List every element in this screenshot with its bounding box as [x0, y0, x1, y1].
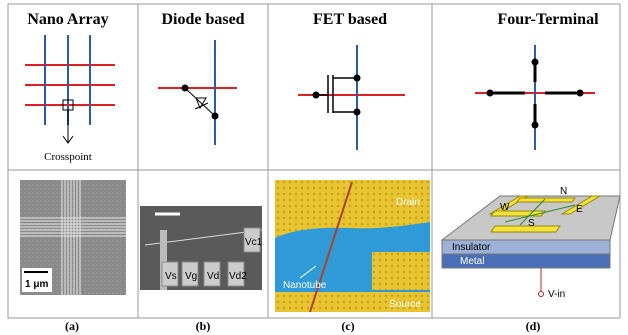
label: V-in: [548, 289, 565, 300]
page: {"panels": [ {"title": "Nano Array", "ca…: [0, 0, 628, 335]
panel-caption: (b): [196, 319, 211, 333]
device-image: Vs Vg Vd Vd2 Vc1: [140, 206, 263, 290]
label: S: [528, 218, 535, 229]
panel-title: Four-Terminal: [497, 11, 599, 28]
fet-schematic: [298, 45, 405, 150]
four-terminal-device: N W E S Insulator Metal V-in: [442, 186, 620, 300]
four-terminal-schematic: [475, 45, 595, 150]
label: Vd2: [229, 271, 247, 282]
label: E: [576, 204, 583, 215]
panel-caption: (d): [526, 319, 541, 333]
label: Drain: [396, 197, 420, 208]
crossbar-schematic: [25, 35, 115, 143]
figure: Nano Array Diode based FET based Four-Te…: [0, 0, 628, 335]
label: Crosspoint: [44, 151, 92, 163]
label: Insulator: [452, 242, 491, 253]
label: W: [500, 202, 510, 213]
label: Vs: [165, 271, 177, 282]
label: Nanotube: [283, 280, 327, 291]
label: Vd: [207, 271, 219, 282]
label: Vg: [185, 271, 197, 282]
panel-title: FET based: [313, 11, 387, 28]
label: Vc1: [245, 237, 263, 248]
label: Source: [389, 299, 421, 310]
afm-image: Drain Nanotube Source: [275, 180, 430, 312]
panel-title: Nano Array: [27, 11, 108, 28]
label: Metal: [460, 256, 484, 267]
panel-title: Diode based: [161, 11, 244, 28]
panel-caption: (a): [65, 319, 79, 333]
panel-caption: (c): [341, 319, 354, 333]
diode-schematic: [158, 40, 237, 145]
label: N: [560, 186, 567, 197]
scale-label: 1 μm: [25, 279, 48, 290]
sem-image: 1 μm: [20, 180, 126, 295]
